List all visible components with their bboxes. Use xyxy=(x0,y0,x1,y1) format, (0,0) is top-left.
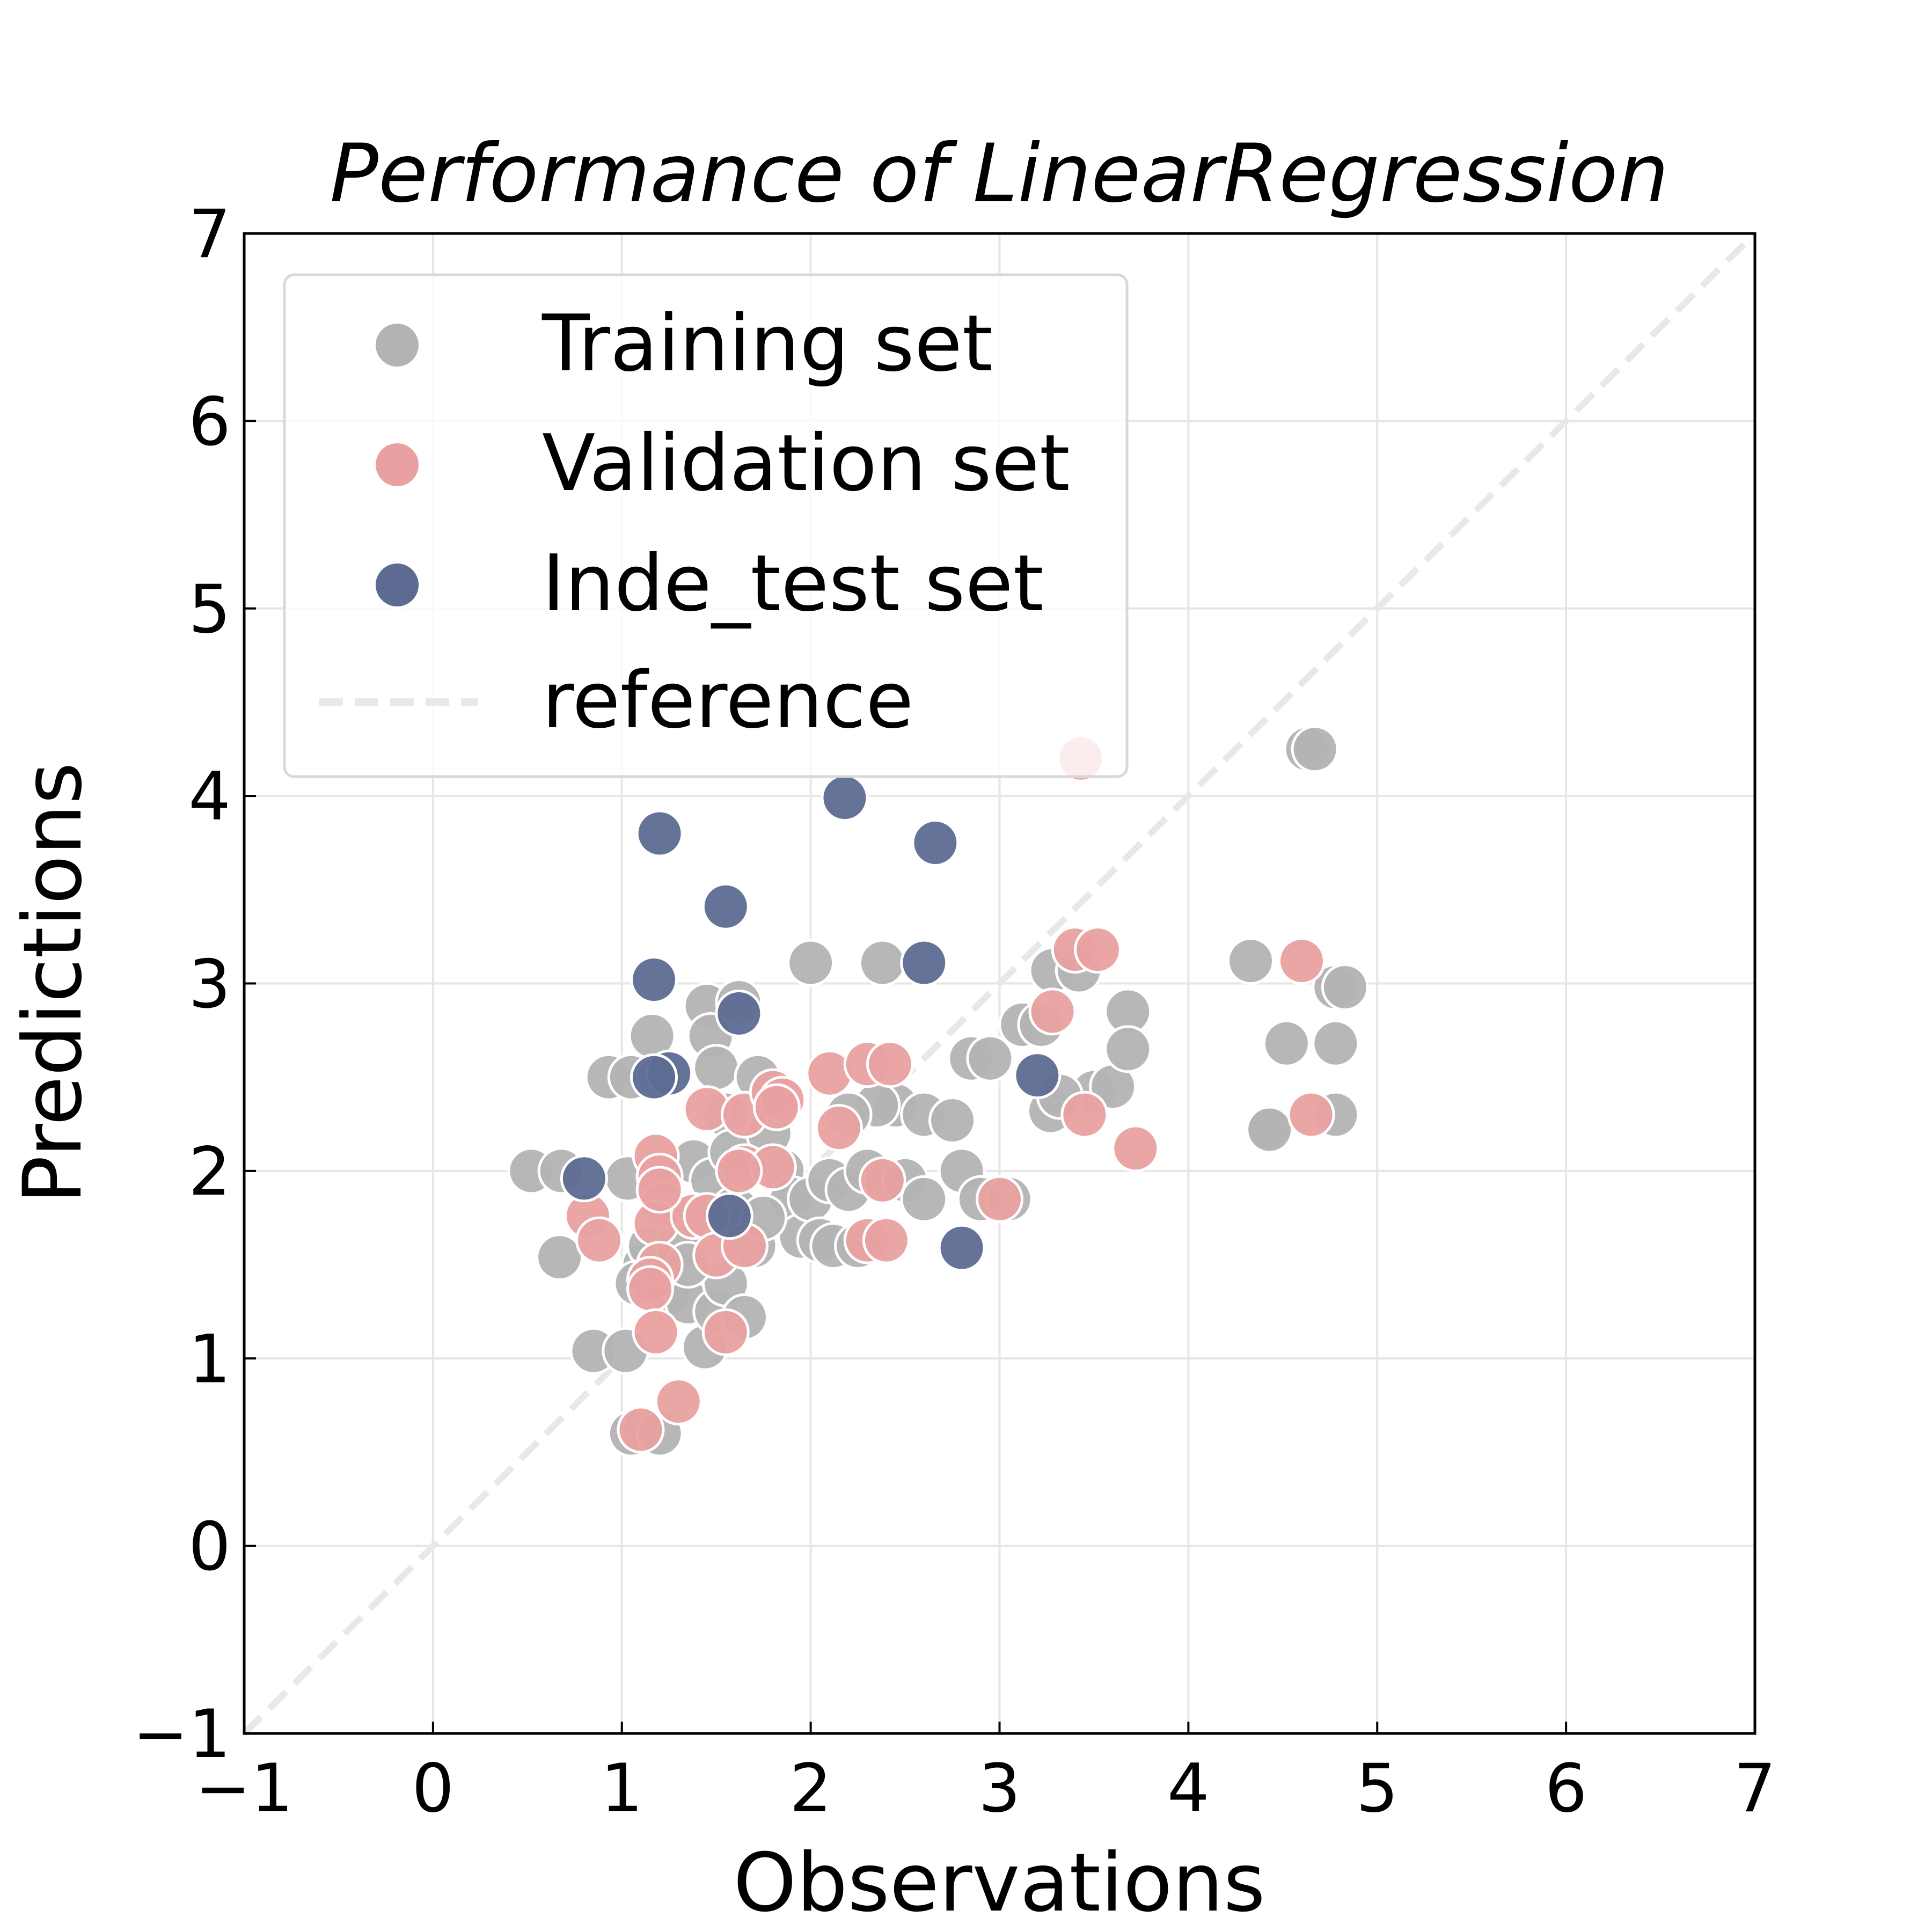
y-axis-label: Predictions xyxy=(6,762,100,1204)
y-tick-label: 5 xyxy=(188,571,231,648)
scatter-points xyxy=(507,725,1369,1458)
x-tick-label: −1 xyxy=(195,1750,294,1827)
x-axis-label: Observations xyxy=(733,1836,1265,1930)
point-inde-test-set xyxy=(715,989,763,1037)
point-training-set xyxy=(928,1096,977,1145)
y-tick-label: 2 xyxy=(188,1133,231,1211)
point-inde-test-set xyxy=(900,939,948,987)
point-inde-test-set xyxy=(1013,1051,1062,1100)
legend-box xyxy=(283,273,1129,778)
point-training-set xyxy=(858,939,906,987)
point-validation-set xyxy=(715,1147,763,1195)
point-validation-set xyxy=(635,1166,684,1214)
point-inde-test-set xyxy=(705,1192,753,1240)
point-training-set xyxy=(1312,1019,1360,1067)
point-training-set xyxy=(536,1233,584,1282)
point-training-set xyxy=(1104,1025,1152,1073)
point-validation-set xyxy=(1111,1124,1160,1173)
legend-marker-validation xyxy=(374,441,421,488)
point-training-set xyxy=(1262,1019,1311,1067)
x-tick-label: 1 xyxy=(601,1750,643,1827)
axis-ticks: −1 0 1 2 3 4 5 6 7 −1 0 1 2 3 4 5 6 7 xyxy=(133,196,1776,1827)
point-validation-set xyxy=(1287,1091,1335,1139)
y-tick-label: 6 xyxy=(188,383,231,460)
point-inde-test-set xyxy=(938,1224,986,1272)
point-validation-set xyxy=(752,1083,801,1131)
point-validation-set xyxy=(617,1406,665,1454)
point-inde-test-set xyxy=(630,956,678,1004)
x-tick-label: 4 xyxy=(1167,1750,1210,1827)
point-validation-set xyxy=(575,1216,624,1264)
point-inde-test-set xyxy=(821,774,869,822)
point-validation-set xyxy=(701,1308,750,1356)
point-validation-set xyxy=(858,1156,906,1204)
x-tick-label: 5 xyxy=(1356,1750,1399,1827)
point-inde-test-set xyxy=(630,1053,678,1101)
x-tick-label: 6 xyxy=(1545,1750,1587,1827)
point-training-set xyxy=(1321,963,1369,1011)
legend-marker-inde-test xyxy=(374,561,421,609)
point-training-set xyxy=(1226,937,1275,985)
point-inde-test-set xyxy=(560,1154,608,1203)
legend-label-inde-test: Inde_test set xyxy=(542,538,1044,629)
legend-label-reference: reference xyxy=(542,655,913,746)
point-validation-set xyxy=(866,1040,914,1088)
x-tick-label: 0 xyxy=(412,1750,454,1827)
point-training-set xyxy=(900,1175,948,1223)
y-tick-label: 0 xyxy=(188,1509,231,1586)
reference-line xyxy=(241,231,1758,1736)
point-validation-set xyxy=(1060,1091,1109,1139)
reference-line-layer xyxy=(241,231,1758,1736)
point-validation-set xyxy=(862,1216,910,1264)
point-inde-test-set xyxy=(635,809,684,858)
point-inde-test-set xyxy=(911,818,960,867)
point-validation-set xyxy=(632,1308,680,1356)
y-tick-label: −1 xyxy=(133,1696,231,1773)
point-training-set xyxy=(1291,725,1339,773)
point-training-set xyxy=(966,1034,1014,1082)
point-validation-set xyxy=(626,1265,675,1313)
point-training-set xyxy=(787,939,835,987)
point-validation-set xyxy=(654,1378,702,1426)
point-validation-set xyxy=(1073,926,1122,974)
legend: Training set Validation set Inde_test se… xyxy=(283,273,1129,778)
y-tick-label: 3 xyxy=(188,946,231,1023)
point-training-set xyxy=(1246,1106,1294,1154)
chart-title: Performance of LinearRegression xyxy=(330,127,1668,221)
point-validation-set xyxy=(815,1104,863,1152)
x-tick-label: 2 xyxy=(789,1750,832,1827)
x-tick-label: 3 xyxy=(978,1750,1021,1827)
point-validation-set xyxy=(1028,987,1077,1036)
legend-label-training: Training set xyxy=(541,298,993,389)
y-tick-label: 4 xyxy=(188,758,231,836)
legend-label-validation: Validation set xyxy=(542,418,1070,509)
point-inde-test-set xyxy=(701,882,750,931)
legend-marker-training xyxy=(374,321,421,369)
point-validation-set xyxy=(1278,937,1326,985)
point-training-set xyxy=(692,1044,741,1092)
y-tick-label: 1 xyxy=(188,1321,231,1398)
x-tick-label: 7 xyxy=(1734,1750,1776,1827)
y-tick-label: 7 xyxy=(188,196,231,273)
point-validation-set xyxy=(976,1175,1023,1223)
